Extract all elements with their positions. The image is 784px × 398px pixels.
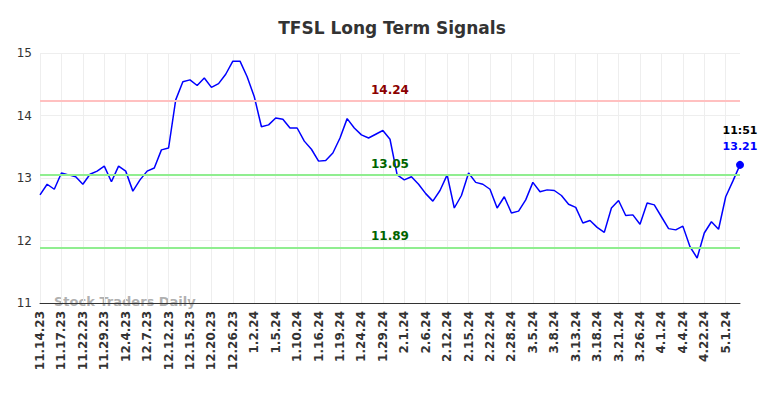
svg-text:11:51: 11:51 — [722, 124, 757, 137]
svg-text:3.21.24: 3.21.24 — [612, 311, 626, 362]
svg-text:12.15.23: 12.15.23 — [183, 311, 197, 370]
svg-text:3.13.24: 3.13.24 — [569, 311, 583, 362]
svg-text:4.1.24: 4.1.24 — [654, 311, 668, 354]
svg-text:12.20.23: 12.20.23 — [204, 311, 218, 370]
svg-text:1.2.24: 1.2.24 — [247, 311, 261, 354]
svg-text:5.1.24: 5.1.24 — [719, 311, 733, 354]
svg-text:11: 11 — [17, 296, 32, 310]
svg-text:11.89: 11.89 — [371, 229, 409, 243]
svg-text:14: 14 — [17, 109, 32, 123]
svg-text:12.7.23: 12.7.23 — [140, 311, 154, 362]
svg-text:1.19.24: 1.19.24 — [333, 311, 347, 362]
svg-text:1.10.24: 1.10.24 — [290, 311, 304, 362]
svg-text:2.15.24: 2.15.24 — [462, 311, 476, 362]
svg-text:1.16.24: 1.16.24 — [312, 311, 326, 362]
svg-text:11.29.23: 11.29.23 — [97, 311, 111, 370]
svg-text:1.29.24: 1.29.24 — [376, 311, 390, 362]
svg-text:12.26.23: 12.26.23 — [226, 311, 240, 370]
svg-text:2.6.24: 2.6.24 — [419, 311, 433, 354]
svg-text:Stock Traders Daily: Stock Traders Daily — [54, 294, 196, 309]
svg-text:11.22.23: 11.22.23 — [76, 311, 90, 370]
svg-text:1.5.24: 1.5.24 — [269, 311, 283, 354]
svg-text:1.24.24: 1.24.24 — [354, 311, 368, 362]
svg-text:13: 13 — [17, 171, 32, 185]
svg-text:2.22.24: 2.22.24 — [483, 311, 497, 362]
svg-text:12.4.23: 12.4.23 — [119, 311, 133, 362]
svg-text:11.14.23: 11.14.23 — [33, 311, 47, 370]
svg-text:3.18.24: 3.18.24 — [590, 311, 604, 362]
svg-text:2.28.24: 2.28.24 — [504, 311, 518, 362]
svg-text:2.12.24: 2.12.24 — [440, 311, 454, 362]
svg-text:2.1.24: 2.1.24 — [397, 311, 411, 354]
svg-text:TFSL Long Term Signals: TFSL Long Term Signals — [278, 18, 506, 38]
svg-text:11.17.23: 11.17.23 — [54, 311, 68, 370]
svg-text:12.12.23: 12.12.23 — [162, 311, 176, 370]
svg-text:4.4.24: 4.4.24 — [676, 311, 690, 354]
svg-text:13.05: 13.05 — [371, 157, 409, 171]
svg-text:3.26.24: 3.26.24 — [633, 311, 647, 362]
svg-text:3.5.24: 3.5.24 — [526, 311, 540, 354]
svg-text:3.8.24: 3.8.24 — [547, 311, 561, 354]
svg-text:13.21: 13.21 — [723, 140, 758, 153]
svg-text:4.22.24: 4.22.24 — [697, 311, 711, 362]
svg-text:14.24: 14.24 — [371, 83, 409, 97]
svg-text:12: 12 — [17, 234, 32, 248]
svg-text:15: 15 — [17, 46, 32, 60]
